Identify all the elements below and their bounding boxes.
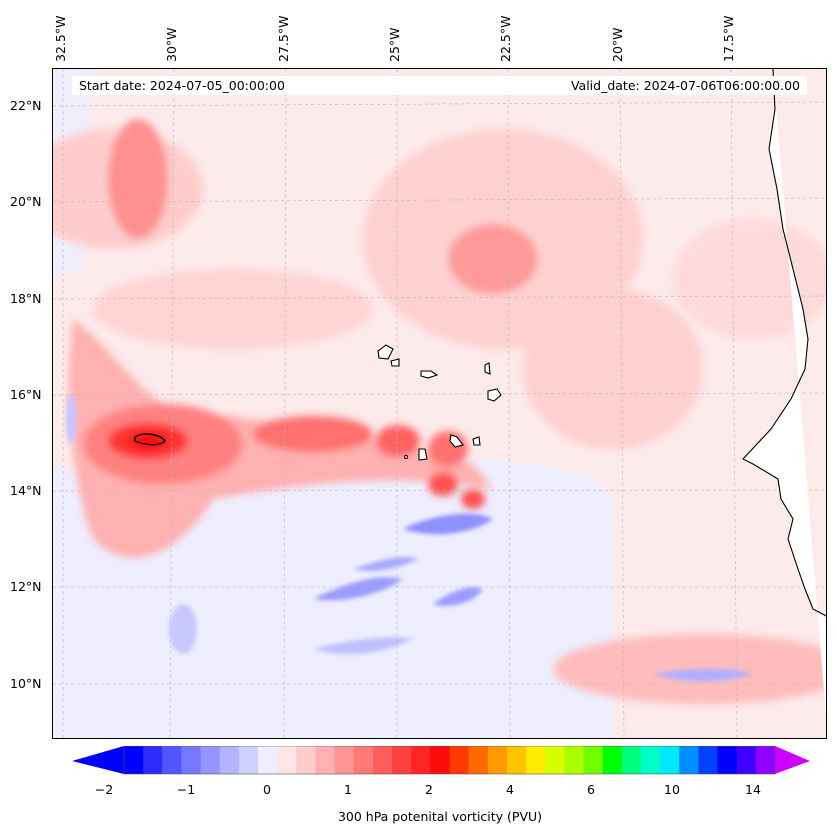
- colorbar-tick-label: −2: [94, 782, 114, 797]
- colorbar-segment: [200, 746, 221, 774]
- colorbar-tick-label: 0: [263, 782, 271, 797]
- lon-label-30w: 30°W: [164, 27, 179, 62]
- negative-pv-streaks: [66, 394, 753, 682]
- colorbar-tick-label: 1: [344, 782, 352, 797]
- colorbar-segment: [640, 746, 661, 774]
- pv-field-map: [53, 69, 826, 738]
- colorbar-segment: [296, 746, 316, 774]
- colorbar-segment: [372, 746, 393, 774]
- colorbar-segment: [334, 746, 355, 774]
- colorbar-tick-label: 6: [587, 782, 595, 797]
- colorbar-segment: [506, 746, 527, 774]
- colorbar-title: 300 hPa potenital vorticity (PVU): [337, 809, 543, 824]
- colorbar-max-extension: [775, 746, 810, 774]
- colorbar-tick-label: 4: [506, 782, 514, 797]
- colorbar-segment: [353, 746, 374, 774]
- colorbar-segment: [238, 746, 259, 774]
- colorbar-segment: [564, 746, 585, 774]
- lat-label-14n: 14°N: [10, 483, 42, 498]
- colorbar-segment: [717, 746, 738, 774]
- colorbar-tick-label: 10: [664, 782, 680, 797]
- colorbar-segment: [755, 746, 776, 774]
- lon-label-17-5w: 17.5°W: [721, 15, 736, 62]
- colorbar-segment: [258, 746, 278, 774]
- colorbar-segment: [219, 746, 240, 774]
- lat-label-20n: 20°N: [10, 194, 42, 209]
- lat-label-12n: 12°N: [10, 579, 42, 594]
- africa-coastline: [742, 69, 826, 716]
- colorbar-tick-label: 2: [425, 782, 433, 797]
- colorbar-segment: [124, 746, 144, 774]
- colorbar-segment: [583, 746, 604, 774]
- map-panel: [52, 68, 827, 739]
- colorbar-segment: [181, 746, 202, 774]
- colorbar-segment: [449, 746, 470, 774]
- lon-label-32-5w: 32.5°W: [53, 15, 68, 62]
- lon-label-25w: 25°W: [387, 27, 402, 62]
- colorbar-segment: [487, 746, 508, 774]
- colorbar-segment: [679, 746, 699, 774]
- header-bar: [72, 76, 807, 95]
- graticule: [53, 69, 826, 738]
- colorbar-segment: [143, 746, 163, 774]
- colorbar-tick-label: 14: [745, 782, 761, 797]
- colorbar-segment: [736, 746, 757, 774]
- lat-label-10n: 10°N: [10, 676, 42, 691]
- colorbar-segment: [411, 746, 431, 774]
- start-date-label: Start date: 2024-07-05_00:00:00: [79, 78, 285, 93]
- lat-label-18n: 18°N: [10, 291, 42, 306]
- pv-band: [69, 319, 493, 558]
- lon-label-22-5w: 22.5°W: [498, 15, 513, 62]
- colorbar-segment: [315, 746, 336, 774]
- lon-label-20w: 20°W: [610, 27, 625, 62]
- moderate-pv-areas: [53, 119, 826, 704]
- pv-contour: [134, 433, 166, 446]
- lat-label-16n: 16°N: [10, 387, 42, 402]
- colorbar-segment: [392, 746, 412, 774]
- colorbar-segment: [545, 746, 565, 774]
- colorbar-segment: [468, 746, 489, 774]
- colorbar-segment: [621, 746, 642, 774]
- lat-label-22n: 22°N: [10, 98, 42, 113]
- colorbar-segment: [698, 746, 719, 774]
- colorbar-segment: [430, 746, 450, 774]
- lon-label-27-5w: 27.5°W: [276, 15, 291, 62]
- colorbar-tick-label: −1: [176, 782, 196, 797]
- colorbar-min-extension: [72, 746, 124, 774]
- cape-verde-islands: [377, 344, 502, 461]
- colorbar: [72, 746, 810, 775]
- valid-date-label: Valid_date: 2024-07-06T06:00:00.00: [570, 78, 800, 93]
- colorbar-segment: [277, 746, 297, 774]
- colorbar-segment: [162, 746, 182, 774]
- colorbar-segment: [660, 746, 680, 774]
- colorbar-segment: [602, 746, 623, 774]
- colorbar-segment: [526, 746, 546, 774]
